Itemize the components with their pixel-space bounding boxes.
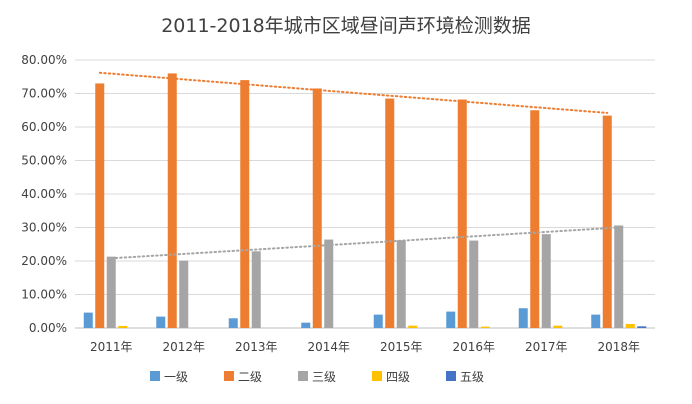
bar-4-8 (625, 323, 635, 328)
legend-label: 一级 (164, 370, 188, 384)
legend-label: 五级 (460, 370, 484, 384)
bar-2-4 (312, 88, 322, 328)
bar-3-7 (541, 234, 551, 328)
y-tick-label: 60.00% (21, 120, 67, 134)
bar-4-7 (553, 325, 563, 328)
y-axis-tick-labels: 0.00% 10.00% 20.00% 30.00% 40.00% 50.00% 60.00… (21, 53, 67, 335)
x-tick-label: 2017年 (525, 340, 568, 354)
bar-2-1 (95, 83, 105, 328)
bar-2-8 (602, 115, 612, 328)
x-tick-label: 2011年 (90, 340, 133, 354)
legend-label: 四级 (386, 370, 410, 384)
x-tick-label: 2015年 (380, 340, 423, 354)
bar-3-6 (469, 240, 479, 328)
bar-2-3 (240, 80, 250, 328)
trendline-2 (110, 226, 620, 260)
y-tick-label: 0.00% (29, 321, 67, 335)
bar-4-1 (118, 325, 128, 328)
y-tick-label: 70.00% (21, 87, 67, 101)
bar-3-5 (396, 240, 406, 328)
bar-3-1 (106, 256, 116, 328)
x-tick-label: 2012年 (162, 340, 205, 354)
bar-4-6 (480, 326, 490, 328)
y-tick-label: 20.00% (21, 254, 67, 268)
legend-swatch (224, 371, 234, 381)
bar-3-2 (179, 260, 189, 328)
bar-1-6 (446, 311, 456, 328)
legend-label: 二级 (238, 370, 262, 384)
legend-swatch (372, 371, 382, 381)
y-tick-label: 10.00% (21, 288, 67, 302)
legend-swatch (150, 371, 160, 381)
bar-2-6 (457, 99, 467, 328)
y-tick-label: 30.00% (21, 221, 67, 235)
x-tick-label: 2016年 (452, 340, 495, 354)
legend-label: 三级 (312, 370, 336, 384)
legend-swatch (298, 371, 308, 381)
bar-4-5 (408, 325, 418, 328)
y-tick-label: 80.00% (21, 53, 67, 67)
bar-1-8 (591, 314, 601, 328)
chart-title: 2011-2018年城市区域昼间声环境检测数据 (161, 15, 531, 37)
bar-5-8 (637, 326, 647, 328)
bar-3-8 (614, 225, 624, 328)
legend-swatch (446, 371, 456, 381)
bar-1-2 (156, 316, 166, 328)
x-tick-label: 2013年 (235, 340, 278, 354)
trendline-1 (98, 71, 609, 114)
y-tick-label: 50.00% (21, 154, 67, 168)
bar-2-5 (385, 98, 395, 329)
bar-3-4 (324, 239, 334, 328)
gridlines (75, 59, 655, 329)
bar-1-1 (83, 312, 93, 328)
y-tick-label: 40.00% (21, 187, 67, 201)
bar-2-7 (530, 110, 540, 328)
bar-1-3 (228, 318, 238, 328)
bar-3-3 (251, 251, 261, 328)
legend: 一级 二级 三级 四级 五级 (150, 370, 484, 384)
bars (83, 73, 647, 329)
bar-1-4 (301, 322, 311, 328)
x-tick-label: 2014年 (307, 340, 350, 354)
bar-1-7 (518, 308, 528, 328)
x-tick-label: 2018年 (597, 340, 640, 354)
x-axis-tick-labels: 2011年 2012年 2013年 2014年 2015年 2016年 2017年 2018年 (90, 340, 640, 354)
trendlines (98, 71, 620, 260)
bar-2-2 (167, 73, 177, 329)
bar-1-5 (373, 314, 383, 328)
